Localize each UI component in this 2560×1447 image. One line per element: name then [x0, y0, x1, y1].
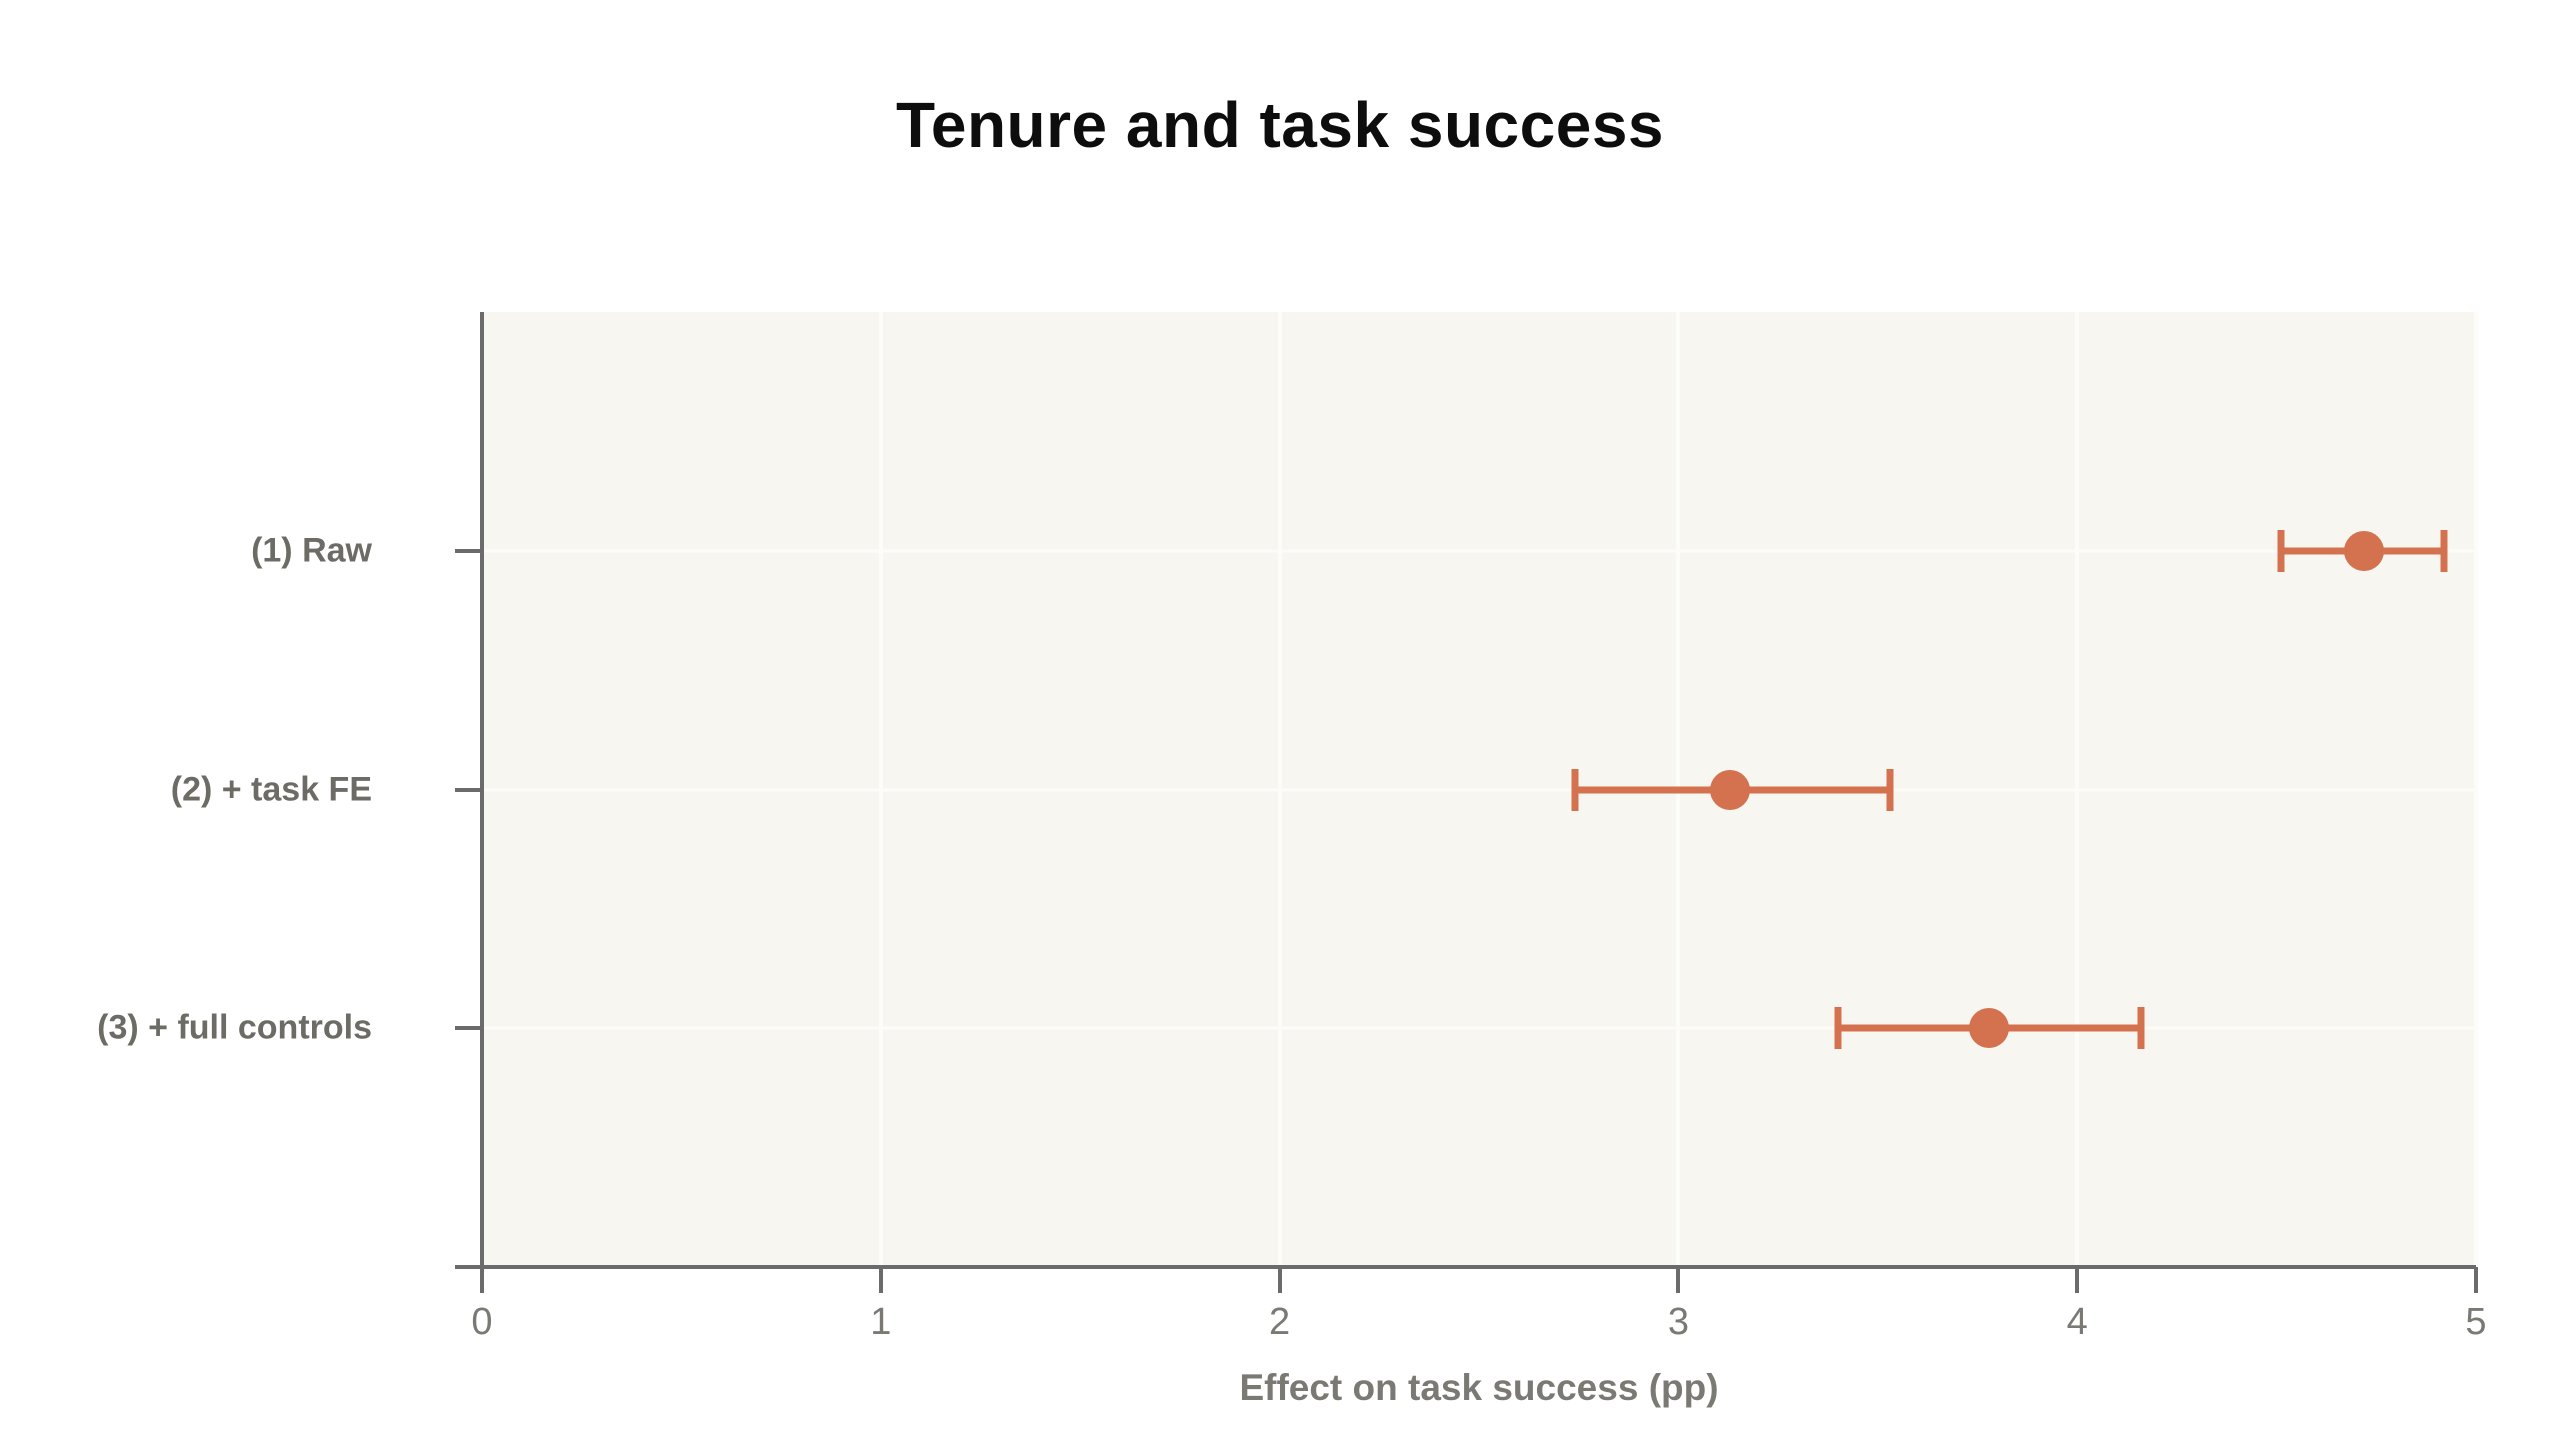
ci-lower-cap — [2277, 529, 2285, 572]
x-axis-tick — [1277, 1267, 1282, 1293]
x-axis-label: Effect on task success (pp) — [1239, 1367, 1719, 1408]
x-tick-label: 0 — [471, 1301, 493, 1343]
estimate-dot — [1710, 769, 1751, 810]
y-axis-tick — [455, 548, 480, 553]
ci-lower-cap — [1571, 768, 1579, 811]
x-axis-tick — [480, 1267, 484, 1293]
chart-title: Tenure and task success — [896, 89, 1664, 161]
ci-upper-cap — [1886, 768, 1894, 811]
y-axis-tick — [455, 787, 480, 792]
y-axis-tick — [455, 1026, 480, 1031]
x-axis-tick — [1676, 1267, 1681, 1293]
estimate-dot — [2344, 530, 2385, 571]
horizontal-gridline — [482, 788, 2476, 791]
x-axis-tick — [2075, 1267, 2080, 1293]
category-label: (3) + full controls — [97, 1008, 372, 1047]
ci-lower-cap — [1834, 1007, 1842, 1050]
horizontal-gridline — [482, 1026, 2476, 1030]
category-label: (2) + task FE — [170, 770, 372, 808]
x-tick-label: 2 — [1269, 1301, 1291, 1343]
x-tick-label: 1 — [870, 1301, 892, 1343]
category-label: (1) Raw — [251, 531, 372, 570]
x-axis-line — [455, 1265, 2476, 1269]
x-tick-label: 4 — [2066, 1301, 2088, 1343]
x-tick-label: 5 — [2465, 1301, 2487, 1343]
horizontal-gridline — [482, 549, 2476, 553]
x-axis-tick — [878, 1267, 883, 1293]
estimate-dot — [1969, 1008, 2010, 1049]
ci-upper-cap — [2440, 529, 2448, 572]
ci-upper-cap — [2137, 1007, 2145, 1050]
x-axis-tick — [2474, 1267, 2478, 1293]
y-axis-spine — [480, 312, 484, 1267]
vertical-gridline — [2474, 312, 2478, 1267]
x-tick-label: 3 — [1667, 1301, 1689, 1343]
plot-area: 0 1 2 3 4 5 (1) Raw (2) + task FE (3) + full co… — [97, 312, 2487, 1408]
